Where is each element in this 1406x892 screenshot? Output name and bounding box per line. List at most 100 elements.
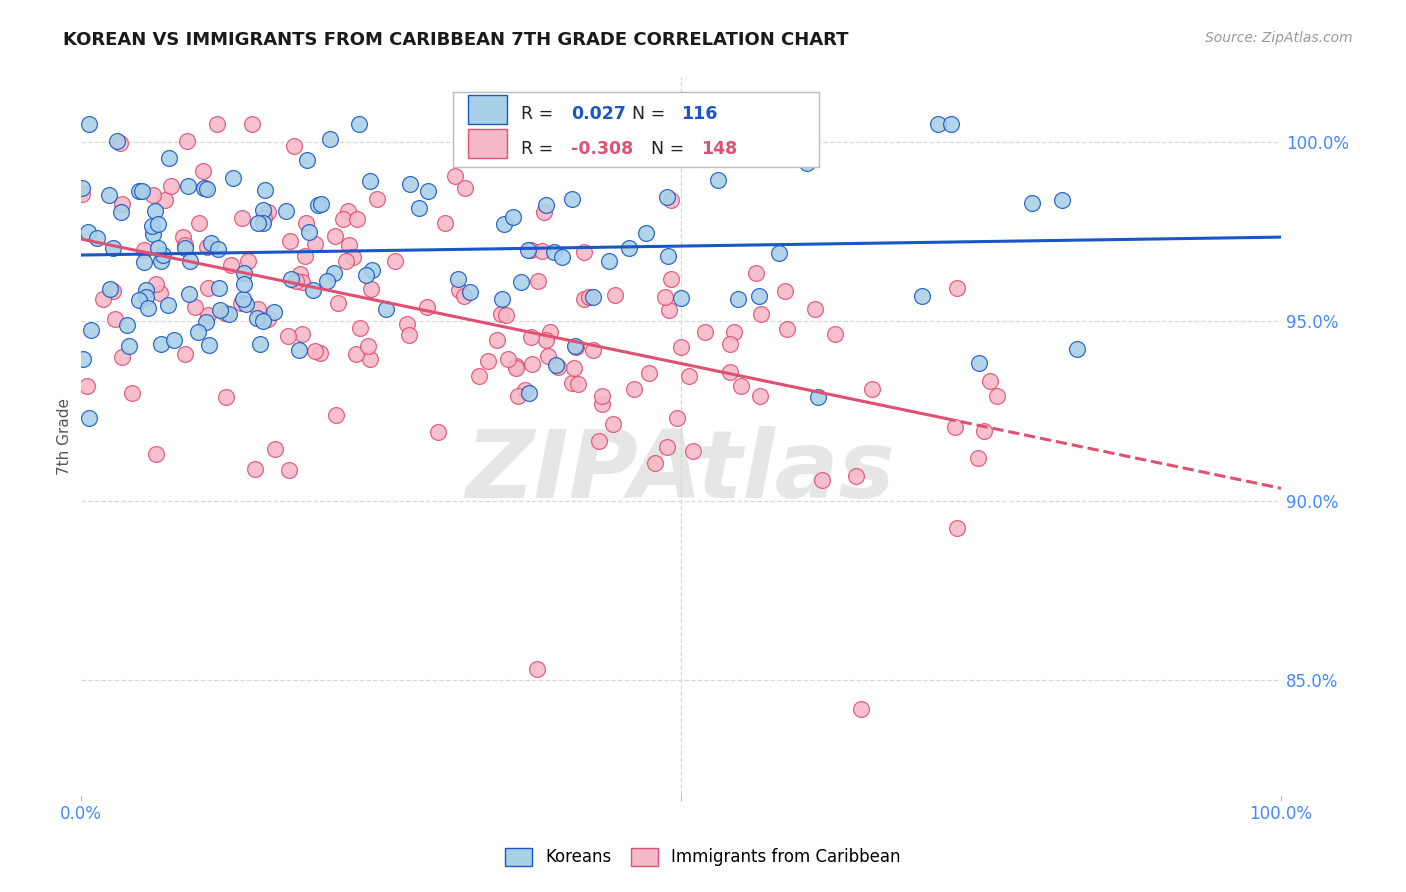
Point [723, 325, 745, 339]
Text: N =: N = [631, 105, 671, 123]
Point [578, 290, 600, 304]
Point [135, 283, 157, 297]
Point [727, 292, 749, 306]
Point [366, 193, 388, 207]
Point [505, 359, 527, 373]
Point [135, 290, 157, 304]
Point [567, 377, 589, 392]
Point [145, 446, 167, 460]
Point [103, 311, 125, 326]
Point [356, 268, 378, 283]
Point [502, 210, 524, 224]
Point [776, 322, 799, 336]
Text: 0.027: 0.027 [571, 105, 626, 123]
Point [128, 293, 150, 307]
Point [302, 283, 325, 297]
Point [198, 337, 221, 351]
Point [284, 274, 307, 288]
Point [323, 266, 346, 280]
Point [359, 351, 381, 366]
Text: N =: N = [651, 139, 689, 158]
Point [347, 117, 370, 131]
Point [564, 339, 586, 353]
Point [246, 216, 269, 230]
Point [657, 248, 679, 262]
Point [143, 204, 166, 219]
Point [256, 311, 278, 326]
Point [533, 204, 555, 219]
Point [335, 254, 357, 268]
Point [214, 306, 236, 320]
Point [945, 520, 967, 534]
Point [860, 382, 883, 396]
Point [986, 389, 1008, 403]
Point [243, 462, 266, 476]
Point [86, 231, 108, 245]
Point [1066, 343, 1088, 357]
Point [150, 254, 173, 268]
Point [304, 237, 326, 252]
Point [659, 272, 682, 286]
Point [537, 349, 560, 363]
Point [257, 204, 280, 219]
Point [91, 293, 114, 307]
Point [547, 359, 569, 374]
Point [278, 463, 301, 477]
Point [360, 282, 382, 296]
Point [72, 181, 94, 195]
Point [131, 184, 153, 198]
Point [849, 702, 872, 716]
Point [247, 302, 270, 317]
Point [278, 234, 301, 248]
Point [249, 337, 271, 351]
Point [534, 198, 557, 212]
Point [796, 155, 818, 169]
Point [295, 216, 318, 230]
Point [200, 236, 222, 251]
Point [561, 192, 583, 206]
Point [193, 180, 215, 194]
Point [142, 188, 165, 202]
Point [218, 307, 240, 321]
Point [446, 272, 468, 286]
Point [121, 386, 143, 401]
Point [146, 217, 169, 231]
Point [245, 310, 267, 325]
Point [572, 244, 595, 259]
Point [76, 379, 98, 393]
Point [486, 334, 509, 348]
Point [939, 117, 962, 131]
Point [730, 379, 752, 393]
Point [197, 308, 219, 322]
Point [253, 183, 276, 197]
Point [623, 382, 645, 396]
Point [107, 134, 129, 148]
Point [290, 267, 312, 281]
Point [174, 347, 197, 361]
Point [603, 287, 626, 301]
Point [205, 117, 228, 131]
Point [157, 298, 180, 312]
Point [967, 451, 990, 466]
Point [398, 177, 420, 191]
Point [973, 424, 995, 438]
Point [768, 246, 790, 260]
Point [294, 249, 316, 263]
Point [172, 230, 194, 244]
Point [191, 163, 214, 178]
Point [264, 442, 287, 457]
Point [718, 365, 741, 379]
Point [72, 351, 94, 366]
Point [344, 347, 367, 361]
Point [544, 358, 567, 372]
Point [744, 266, 766, 280]
Point [534, 333, 557, 347]
Point [513, 384, 536, 398]
Point [979, 374, 1001, 388]
Point [160, 178, 183, 193]
Point [596, 141, 619, 155]
Point [253, 211, 276, 226]
Point [775, 284, 797, 298]
Point [184, 300, 207, 314]
Point [804, 301, 827, 316]
